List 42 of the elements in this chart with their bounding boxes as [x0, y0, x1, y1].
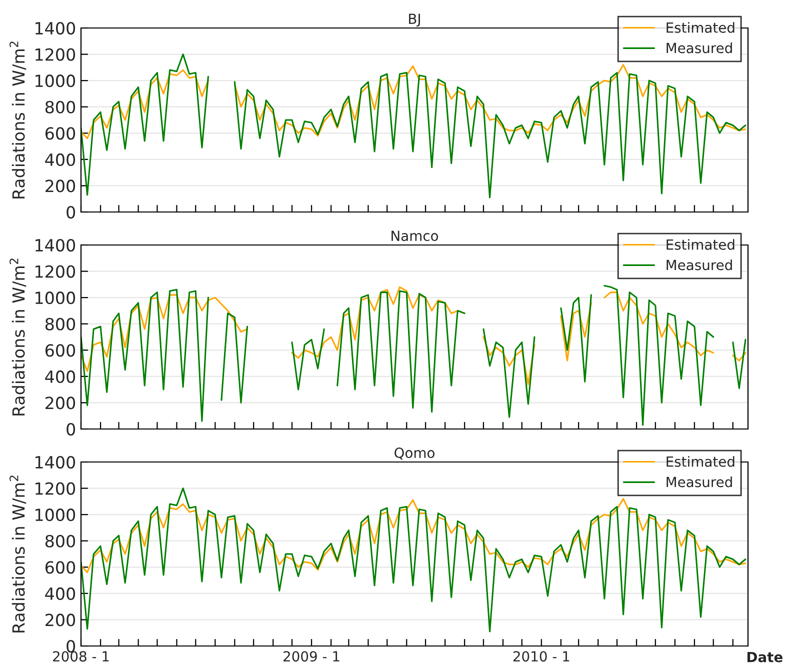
y-tick-label: 1000: [36, 292, 76, 304]
x-tick-label: 2010 - 1: [513, 651, 570, 662]
x-tick-label: 2008 - 1: [53, 651, 109, 662]
y-tick-label: 800: [45, 100, 76, 114]
y-tick-label: 400: [45, 153, 76, 166]
y-tick-label: 1200: [36, 482, 76, 495]
y-tick-label: 0: [66, 422, 76, 436]
chart-title: Qomo: [394, 448, 434, 460]
x-axis-title: Date: [747, 652, 782, 662]
y-tick-label: 200: [46, 180, 76, 192]
y-tick-label: 600: [45, 561, 76, 574]
x-tick-label: 2009 - 1: [284, 651, 340, 662]
y-tick-label: 800: [45, 534, 76, 548]
legend-label: Measured: [666, 259, 732, 270]
line-series: [81, 488, 746, 632]
y-tick-label: 600: [45, 344, 76, 357]
line-series: [81, 498, 746, 574]
y-tick-label: 1000: [36, 74, 76, 88]
legend-label: Measured: [666, 42, 732, 54]
y-tick-label: 1400: [36, 22, 76, 35]
y-tick-label: 800: [45, 318, 76, 330]
y-tick-label: 0: [66, 640, 76, 653]
y-axis-title: Radiations in W/m$^{2}$: [10, 476, 26, 632]
y-tick-label: 200: [46, 396, 76, 410]
chart-title: Namco: [392, 230, 438, 242]
legend-label: Estimated: [666, 456, 734, 467]
y-tick-label: 600: [45, 127, 76, 140]
y-tick-label: 0: [66, 206, 76, 219]
y-tick-label: 400: [45, 587, 76, 600]
legend-label: Estimated: [666, 239, 734, 250]
chart-title: BJ: [409, 14, 420, 27]
y-tick-label: 1200: [36, 48, 76, 61]
y-axis-title: Radiations in W/m$^{2}$: [10, 258, 26, 416]
y-tick-label: 400: [45, 370, 76, 383]
y-axis-title: Radiations in W/m$^{2}$: [10, 42, 26, 198]
legend-label: Estimated: [666, 22, 734, 33]
y-tick-label: 200: [46, 614, 76, 626]
y-tick-label: 1200: [36, 265, 76, 278]
y-tick-label: 1000: [36, 508, 76, 522]
y-tick-label: 1400: [36, 238, 76, 252]
y-tick-label: 1400: [36, 456, 76, 469]
legend-label: Measured: [666, 476, 732, 488]
